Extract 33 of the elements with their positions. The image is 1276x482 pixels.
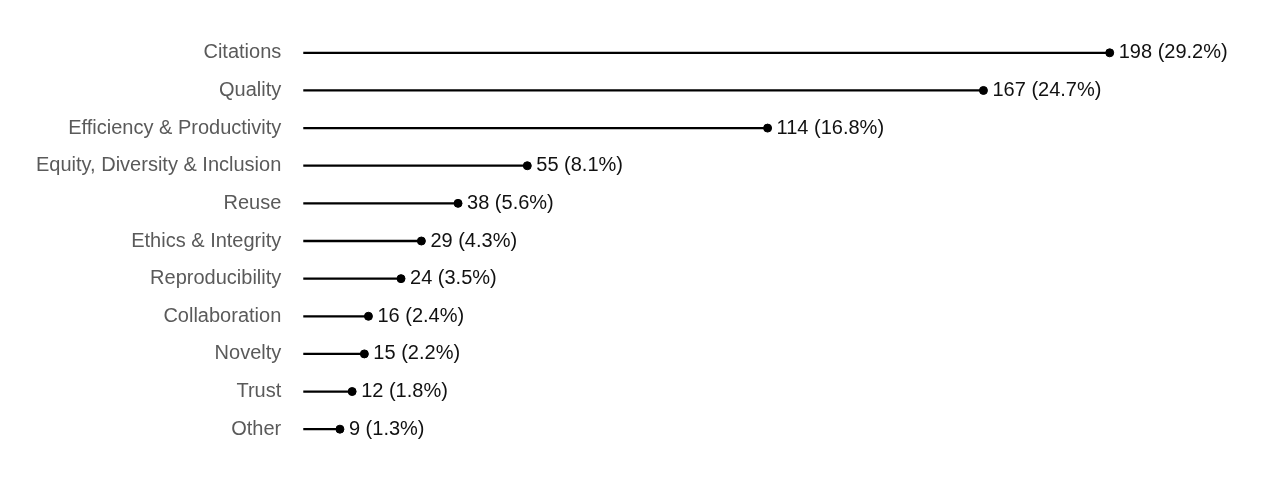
data-label: 55 (8.1%) [536, 153, 623, 176]
y-tick-label: Other [231, 416, 282, 439]
point [359, 349, 369, 359]
y-tick-label: Reproducibility [150, 266, 282, 289]
y-tick-label: Collaboration [163, 303, 282, 326]
point [347, 387, 357, 397]
data-label: 12 (1.8%) [361, 379, 448, 402]
data-label: 198 (29.2%) [1118, 40, 1228, 63]
y-tick-label: Efficiency & Productivity [68, 115, 282, 138]
point [363, 311, 373, 321]
point [1105, 48, 1115, 58]
data-label: 38 (5.6%) [467, 190, 554, 213]
y-tick-label: Quality [219, 77, 282, 100]
point [335, 424, 345, 434]
data-label: 167 (24.7%) [992, 77, 1102, 100]
y-tick-label: Citations [203, 40, 282, 63]
data-label: 15 (2.2%) [373, 341, 461, 364]
point [978, 85, 988, 95]
y-tick-label: Novelty [214, 341, 282, 364]
point [522, 161, 532, 171]
y-tick-label: Equity, Diversity & Inclusion [35, 153, 282, 176]
point [763, 123, 773, 133]
y-tick-label: Trust [236, 379, 282, 402]
data-label: 16 (2.4%) [377, 303, 465, 326]
point [396, 274, 406, 284]
data-label: 24 (3.5%) [410, 266, 497, 289]
point [453, 198, 463, 208]
point [416, 236, 426, 246]
y-tick-label: Reuse [223, 190, 282, 213]
data-label: 114 (16.8%) [776, 115, 885, 138]
y-tick-label: Ethics & Integrity [131, 228, 282, 251]
data-label: 9 (1.3%) [348, 416, 425, 439]
data-label: 29 (4.3%) [430, 228, 518, 251]
